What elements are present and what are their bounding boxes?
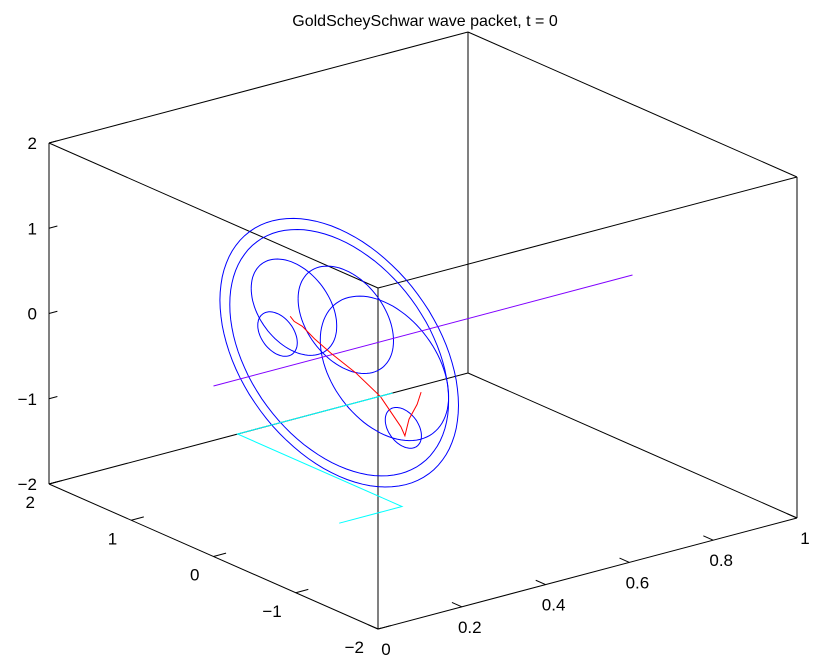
ring-curve <box>319 295 450 442</box>
z-tick-mark <box>48 396 58 400</box>
x-tick-mark <box>451 601 463 608</box>
ring-curve <box>250 258 338 356</box>
y-tick-label: −2 <box>345 638 364 657</box>
y-tick-mark <box>131 516 144 521</box>
z-tick-label: 2 <box>28 134 37 153</box>
y-tick-label: 0 <box>190 566 199 585</box>
box-edge <box>48 142 379 289</box>
x-tick-mark <box>367 624 379 630</box>
box-edge <box>48 31 469 144</box>
ring-curve <box>297 265 395 375</box>
projection-line <box>235 392 404 524</box>
data-series <box>213 217 633 524</box>
chart-title: GoldScheySchwar wave packet, t = 0 <box>292 13 558 30</box>
z-tick-label: 0 <box>28 305 37 324</box>
x-tick-mark <box>619 557 630 563</box>
y-tick-mark <box>295 588 309 594</box>
x-tick-label: 0.6 <box>626 573 650 592</box>
box-edge <box>467 31 798 178</box>
y-tick-label: 1 <box>108 529 117 548</box>
z-tick-mark <box>48 310 58 314</box>
packet-curve <box>289 315 422 438</box>
z-tick-mark <box>48 481 58 485</box>
x-tick-label: 0.2 <box>458 618 482 637</box>
y-tick-label: −1 <box>262 602 281 621</box>
ring-curve <box>219 217 460 488</box>
x-tick-label: 0 <box>381 640 390 659</box>
x-tick-label: 0.4 <box>542 596 566 615</box>
y-tick-mark <box>377 625 391 630</box>
x-tick-mark <box>703 535 714 541</box>
x-tick-label: 0.8 <box>709 551 733 570</box>
z-tick-label: −1 <box>18 390 37 409</box>
box-edge <box>377 517 798 630</box>
y-tick-label: 2 <box>26 493 35 512</box>
z-tick-label: −2 <box>18 475 37 494</box>
y-tick-mark <box>213 552 227 557</box>
x-tick-mark <box>786 513 798 519</box>
z-tick-label: 1 <box>28 219 37 238</box>
box-edge <box>377 176 798 289</box>
x-tick-mark <box>535 579 546 586</box>
z-tick-mark <box>48 225 58 229</box>
axis-line <box>213 274 633 387</box>
x-tick-label: 1 <box>800 529 809 548</box>
ring-curve <box>384 407 422 449</box>
box-edge <box>467 372 798 519</box>
z-tick-mark <box>48 140 58 144</box>
ring-curve <box>257 311 298 357</box>
